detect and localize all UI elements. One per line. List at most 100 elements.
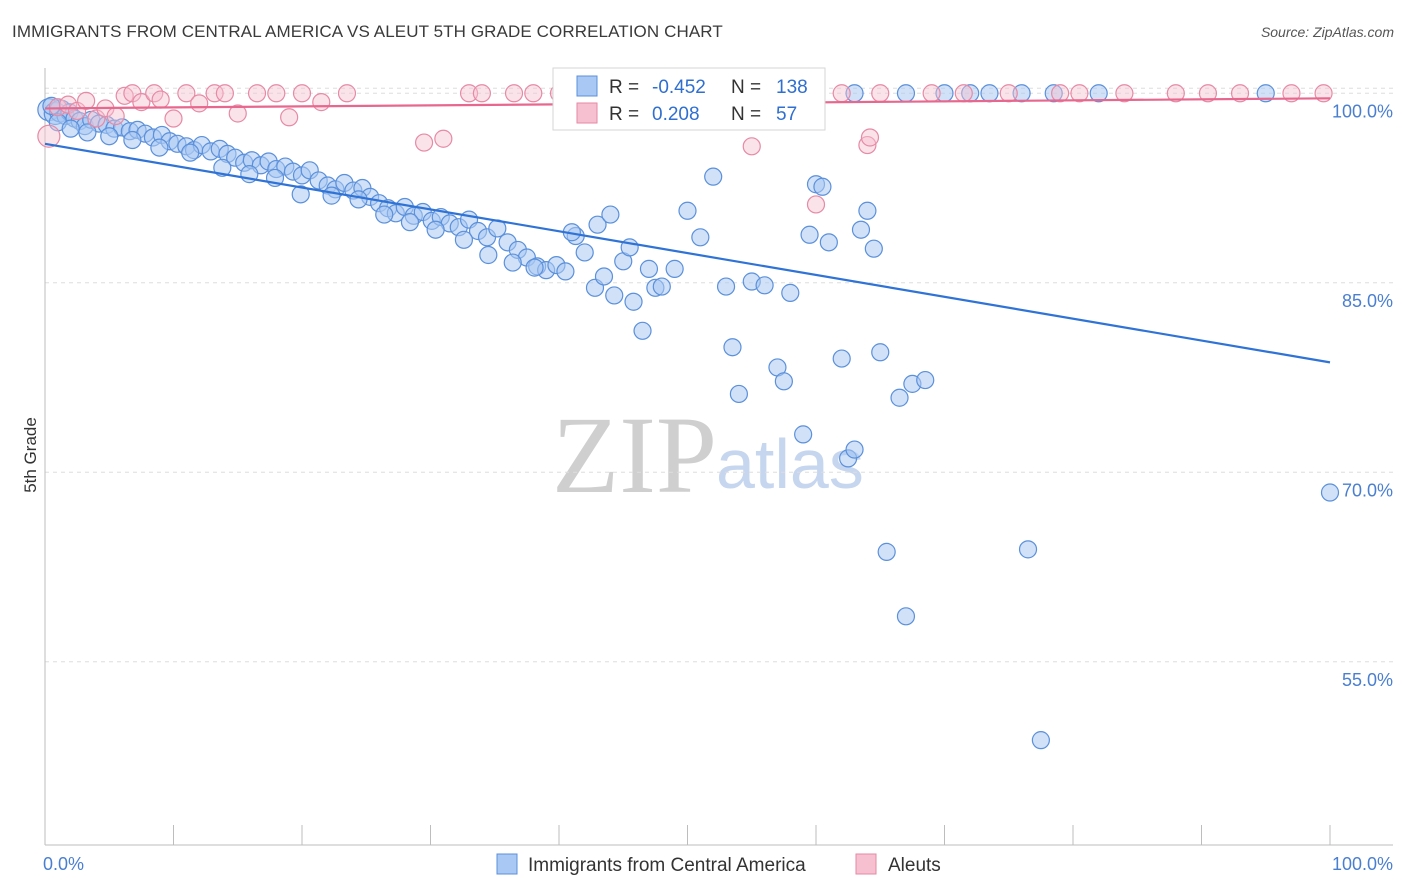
data-point-pink bbox=[247, 84, 267, 103]
data-point-blue bbox=[61, 119, 80, 138]
data-point-blue bbox=[755, 276, 774, 295]
data-point-pink bbox=[292, 84, 312, 103]
stats-blue-r-value: -0.452 bbox=[652, 77, 706, 98]
data-point-blue bbox=[1018, 540, 1038, 559]
data-point-blue bbox=[678, 201, 697, 220]
data-point-blue bbox=[375, 205, 394, 224]
data-point-blue bbox=[858, 201, 877, 220]
stats-blue-n-label: N = bbox=[731, 77, 761, 98]
data-point-blue bbox=[916, 370, 935, 390]
legend-blue-swatch[interactable] bbox=[496, 853, 518, 875]
data-point-pink bbox=[190, 94, 209, 113]
data-point-blue bbox=[813, 177, 832, 196]
data-point-pink bbox=[414, 133, 434, 152]
data-point-pink bbox=[87, 109, 106, 128]
data-point-pink bbox=[999, 84, 1018, 103]
stats-pink-n-value: 57 bbox=[776, 104, 797, 125]
data-point-blue bbox=[213, 158, 232, 177]
data-point-pink bbox=[434, 129, 453, 148]
stats-pink-swatch bbox=[576, 102, 598, 124]
data-point-blue bbox=[479, 245, 498, 265]
data-point-blue bbox=[150, 138, 169, 157]
data-point-blue bbox=[322, 186, 341, 205]
data-point-blue bbox=[864, 239, 883, 258]
data-point-blue bbox=[639, 259, 659, 278]
data-point-blue bbox=[601, 205, 620, 224]
data-point-pink bbox=[312, 93, 331, 112]
data-point-pink bbox=[132, 93, 151, 112]
data-point-pink bbox=[806, 195, 826, 214]
data-point-blue bbox=[575, 243, 594, 262]
x-tick-label: 100.0% bbox=[1332, 854, 1393, 874]
data-point-blue bbox=[605, 286, 624, 305]
data-point-blue bbox=[819, 233, 838, 252]
data-point-blue bbox=[1031, 731, 1050, 750]
tick-labels: 100.0% 85.0% 70.0% 55.0% 0.0% 100.0% bbox=[43, 101, 1393, 874]
legend-pink-swatch[interactable] bbox=[855, 853, 877, 875]
data-point-pink bbox=[228, 104, 247, 123]
data-point-blue bbox=[594, 267, 614, 286]
data-point-blue bbox=[871, 343, 890, 362]
data-point-blue bbox=[890, 388, 909, 407]
data-point-blue bbox=[980, 84, 999, 103]
data-point-pink bbox=[151, 90, 170, 109]
data-point-blue bbox=[794, 425, 813, 444]
trend-lines bbox=[44, 97, 1331, 364]
data-point-blue bbox=[845, 440, 864, 459]
data-point-pink bbox=[37, 124, 61, 148]
y-tick-label: 70.0% bbox=[1342, 480, 1393, 500]
data-point-blue bbox=[400, 213, 420, 232]
stats-pink-n-label: N = bbox=[731, 104, 761, 125]
data-point-blue bbox=[100, 127, 119, 146]
data-point-pink bbox=[1051, 84, 1070, 103]
data-point-pink bbox=[832, 84, 851, 103]
watermark-zip: ZIP bbox=[552, 394, 717, 516]
data-point-blue bbox=[896, 607, 916, 626]
data-point-blue bbox=[851, 220, 871, 239]
data-point-pink bbox=[1166, 84, 1185, 103]
data-point-blue bbox=[774, 372, 793, 391]
data-point-blue bbox=[896, 84, 916, 103]
data-point-blue bbox=[800, 225, 819, 244]
data-point-blue bbox=[525, 258, 544, 277]
data-point-blue bbox=[665, 259, 684, 278]
data-point-pink bbox=[860, 128, 880, 147]
stats-box: R = -0.452 N = 138 R = 0.208 N = 57 bbox=[552, 67, 826, 131]
data-point-blue bbox=[691, 228, 710, 247]
data-point-blue bbox=[454, 230, 474, 249]
data-point-pink bbox=[871, 84, 890, 103]
trend-line-blue bbox=[44, 142, 1331, 364]
data-point-blue bbox=[1320, 483, 1340, 502]
data-point-pink bbox=[164, 109, 183, 128]
data-point-blue bbox=[652, 277, 671, 296]
data-point-blue bbox=[426, 220, 445, 239]
stats-pink-r-value: 0.208 bbox=[652, 104, 700, 125]
data-point-pink bbox=[922, 84, 941, 103]
legend-pink-label[interactable]: Aleuts bbox=[888, 855, 941, 876]
data-point-blue bbox=[729, 384, 749, 404]
data-point-pink bbox=[472, 84, 491, 103]
data-point-pink bbox=[1198, 84, 1218, 103]
data-point-pink bbox=[504, 84, 524, 103]
data-point-blue bbox=[291, 185, 310, 204]
data-point-pink bbox=[954, 84, 973, 103]
data-point-blue bbox=[633, 321, 652, 340]
y-axis-title: 5th Grade bbox=[21, 417, 40, 493]
legend-blue-label[interactable]: Immigrants from Central America bbox=[528, 855, 806, 876]
data-point-pink bbox=[177, 84, 196, 103]
data-point-blue bbox=[832, 349, 851, 368]
data-point-pink bbox=[459, 84, 479, 103]
data-point-blue bbox=[349, 190, 368, 209]
data-point-blue bbox=[723, 338, 742, 357]
stats-blue-swatch bbox=[576, 75, 598, 97]
source-credit: Source: ZipAtlas.com bbox=[1260, 24, 1394, 40]
series-blue-points bbox=[37, 84, 1340, 750]
data-point-pink bbox=[337, 84, 357, 103]
stats-blue-n-value: 138 bbox=[776, 77, 808, 98]
data-point-pink bbox=[742, 137, 761, 156]
data-point-blue bbox=[716, 277, 736, 296]
data-point-pink bbox=[1115, 84, 1134, 103]
chart-title: IMMIGRANTS FROM CENTRAL AMERICA VS ALEUT… bbox=[12, 22, 723, 41]
y-tick-label: 55.0% bbox=[1342, 670, 1393, 690]
data-point-blue bbox=[704, 167, 723, 186]
